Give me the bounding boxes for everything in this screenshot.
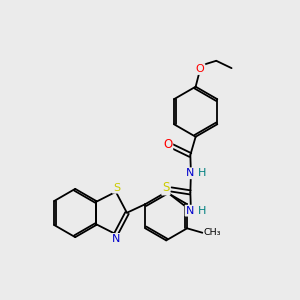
Text: H: H xyxy=(198,168,206,178)
Text: N: N xyxy=(186,206,194,216)
Text: H: H xyxy=(198,206,206,216)
Text: O: O xyxy=(196,64,204,74)
Text: N: N xyxy=(112,234,121,244)
Text: CH₃: CH₃ xyxy=(204,228,221,237)
Text: S: S xyxy=(113,183,120,193)
Text: S: S xyxy=(162,182,169,194)
Text: N: N xyxy=(186,168,194,178)
Text: O: O xyxy=(163,138,172,151)
